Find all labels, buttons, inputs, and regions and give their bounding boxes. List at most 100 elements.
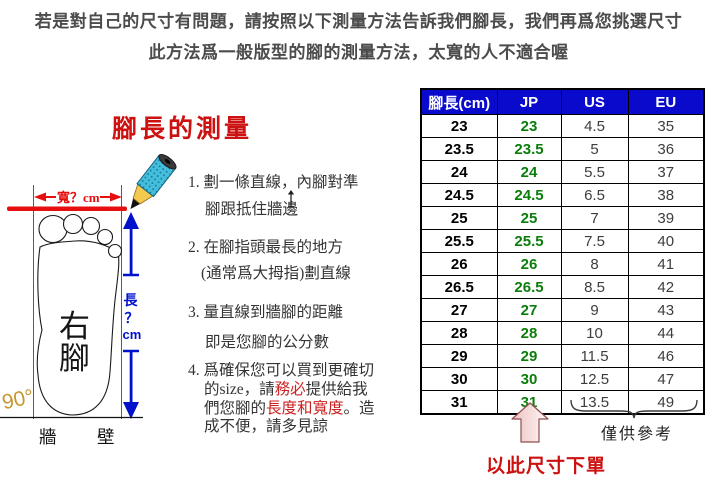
step4-text: 們您腳的 [204,399,267,417]
jp-cell: 24 [496,160,562,184]
eu-cell: 37 [627,160,705,184]
right-angle-label: 90° [0,385,36,414]
toe-4 [96,228,114,246]
us-cell: 4.5 [560,114,629,138]
us-cell: 7 [560,206,629,230]
step-1-line-2: 腳跟抵住牆邊 [205,201,299,218]
step4-text: 的size，請 [204,380,275,398]
size-chart-header-row: 腳長(cm) JP US EU [420,88,705,115]
us-cell: 11.5 [560,344,629,368]
step4-line: 的size，請務必提供給我 [188,381,375,400]
foot-label-char2: 腳 [59,341,90,376]
cm-cell: 24 [420,160,498,184]
eu-cell: 36 [627,137,705,161]
size-row: 25 25 7 39 [420,206,705,230]
toe-3 [81,216,101,236]
text-cursor-artifact [287,190,295,208]
header-foot-length: 腳長(cm) [420,88,498,115]
eu-cell: 49 [627,390,705,415]
foot-measure-diagram: 寬？cm 右 腳 長 ？ cm 90° 牆 壁 [0,154,177,447]
length-label-char1: 長 [124,293,139,309]
step-2-line-2: (通常爲大拇指)劃直線 [201,265,351,282]
cm-cell: 28 [420,321,498,345]
us-cell: 5.5 [560,160,629,184]
us-cell: 5 [560,137,629,161]
cm-cell: 24.5 [420,183,498,207]
us-cell: 7.5 [560,229,629,253]
order-size-up-arrow [511,402,549,443]
width-label: 寬？cm [56,190,100,205]
jp-cell: 26.5 [496,275,562,299]
us-cell: 8.5 [560,275,629,299]
step4-text: 成不便，請多見諒 [204,418,329,436]
header-jp: JP [496,88,562,115]
size-chart-body: 23 23 4.5 35 23.5 23.5 5 36 24 24 5.5 37 24.5 24.5 6.5… [420,114,705,415]
jp-cell: 25.5 [496,229,562,253]
eu-cell: 46 [627,344,705,368]
us-cell: 9 [560,298,629,322]
step-3-line-2: 即是您腳的公分數 [205,334,330,351]
cm-cell: 30 [420,367,498,391]
pencil-icon [130,154,177,209]
size-row: 27 27 9 43 [420,298,705,322]
order-note: 以此尺寸下單 [486,456,607,477]
step4-line: 4. 爲確保您可以買到更確切 [188,362,375,381]
size-row: 23 23 4.5 35 [420,114,705,138]
cm-cell: 23.5 [420,137,498,161]
size-chart: 腳長(cm) JP US EU 23 23 4.5 35 23.5 23.5 5 36 24 24… [420,88,705,415]
length-measure-line [123,212,139,419]
us-cell: 12.5 [560,367,629,391]
us-cell: 8 [560,252,629,276]
jp-cell: 23.5 [496,137,562,161]
header-eu: EU [627,88,705,115]
cm-cell: 31 [420,390,498,415]
size-row: 23.5 23.5 5 36 [420,137,705,161]
step4-emphasis: 務必 [274,380,306,398]
eu-cell: 39 [627,206,705,230]
eu-cell: 40 [627,229,705,253]
reference-brace [570,399,698,419]
size-row: 25.5 25.5 7.5 40 [420,229,705,253]
jp-cell: 26 [496,252,562,276]
intro-line-2: 此方法爲一般版型的腳的測量方法，太寬的人不適合喔 [148,43,569,62]
foot-label-char1: 右 [59,309,90,344]
wall-label-left: 牆 [39,427,57,447]
jp-cell: 28 [496,321,562,345]
cm-cell: 25.5 [420,229,498,253]
step4-text: 提供給我 [305,380,368,398]
big-toe [38,214,68,244]
size-row: 26 26 8 41 [420,252,705,276]
toe-5 [107,243,123,259]
wall-label-right: 壁 [97,427,115,447]
jp-cell: 23 [496,114,562,138]
toe-2 [62,213,84,235]
cm-cell: 29 [420,344,498,368]
eu-cell: 43 [627,298,705,322]
length-label-char2: ？ [125,311,139,327]
jp-cell: 25 [496,206,562,230]
jp-cell: 27 [496,298,562,322]
size-row: 24 24 5.5 37 [420,160,705,184]
toe-line [7,206,127,211]
cm-cell: 23 [420,114,498,138]
reference-note: 僅供參考 [601,426,674,443]
step4-emphasis: 長度和寬度 [266,399,344,417]
intro-line-1: 若是對自己的尺寸有問題，請按照以下測量方法告訴我們腳長，我們再爲您挑選尺寸 [34,12,683,31]
cm-cell: 26 [420,252,498,276]
eu-cell: 41 [627,252,705,276]
size-row: 30 30 12.5 47 [420,367,705,391]
step4-text: 。造 [343,399,375,417]
length-label-char3: cm [123,327,142,342]
eu-cell: 42 [627,275,705,299]
diagram-title: 腳長的測量 [112,116,253,143]
size-row: 26.5 26.5 8.5 42 [420,275,705,299]
eu-cell: 47 [627,367,705,391]
cm-cell: 25 [420,206,498,230]
header-us: US [560,88,629,115]
step4-line: 成不便，請多見諒 [188,418,375,437]
step-1-line-1: 1. 劃一條直線，內腳對準 [188,174,359,191]
step4-text: 4. 爲確保您可以買到更確切 [188,362,375,379]
us-cell: 10 [560,321,629,345]
eu-cell: 38 [627,183,705,207]
